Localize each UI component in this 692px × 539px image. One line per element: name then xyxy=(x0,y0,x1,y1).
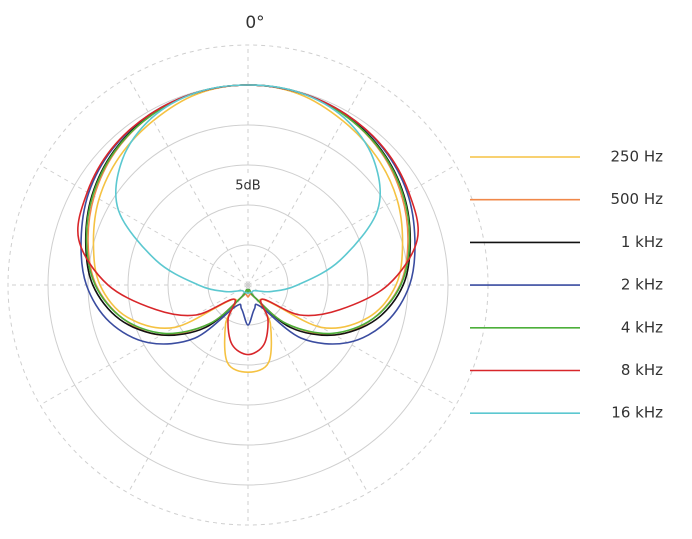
annotation-bg xyxy=(228,176,268,194)
grid-spoke xyxy=(247,76,369,286)
grid-spoke xyxy=(247,284,457,406)
grid-spoke xyxy=(39,284,249,406)
legend-label: 8 kHz xyxy=(621,361,663,379)
series-line xyxy=(80,84,416,345)
grid-spoke xyxy=(247,164,457,286)
series-line xyxy=(87,84,409,336)
theta-tick-label: 0° xyxy=(245,13,264,33)
series-line xyxy=(114,84,382,294)
legend-label: 4 kHz xyxy=(621,318,663,336)
legend-label: 2 kHz xyxy=(621,276,663,294)
series-line xyxy=(92,84,404,374)
series-line xyxy=(77,84,419,356)
legend-label: 16 kHz xyxy=(611,404,663,422)
legend-label: 500 Hz xyxy=(610,190,663,208)
annotation: 5dB xyxy=(235,179,260,194)
grid-spoke xyxy=(39,164,249,286)
legend-label: 1 kHz xyxy=(621,233,663,251)
legend-label: 250 Hz xyxy=(610,148,663,166)
grid-spoke xyxy=(127,76,249,286)
